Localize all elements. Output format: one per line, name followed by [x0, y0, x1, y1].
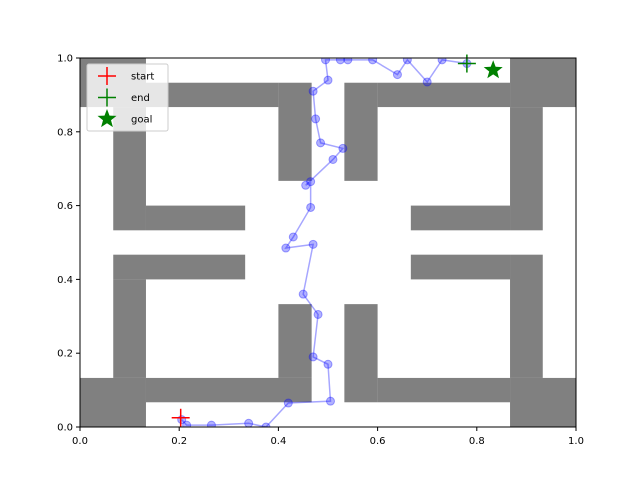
goal-marker — [483, 60, 503, 79]
wall-segment — [344, 304, 378, 403]
legend-goal-label: goal — [131, 115, 152, 126]
path-point — [343, 58, 353, 65]
path-point — [422, 77, 432, 87]
path-point — [368, 58, 378, 65]
legend-start-label: start — [131, 72, 154, 83]
y-tick-label: 0.4 — [57, 275, 73, 286]
path-point — [261, 422, 271, 427]
path-point — [244, 418, 254, 427]
x-tick-label: 0.8 — [469, 436, 485, 447]
path-point — [328, 154, 338, 164]
path-point — [313, 309, 323, 319]
wall-segment — [145, 377, 312, 403]
path-point — [308, 352, 318, 362]
path-point — [437, 58, 447, 65]
path-point — [323, 359, 333, 369]
path-point — [308, 86, 318, 96]
path-point — [301, 180, 311, 190]
path-point — [325, 396, 335, 406]
path-point — [338, 143, 348, 153]
x-tick-label: 0.6 — [370, 436, 386, 447]
path-point — [335, 58, 345, 65]
path-point — [392, 70, 402, 80]
start-marker — [171, 408, 190, 427]
wall-segment — [377, 82, 511, 108]
y-tick-label: 0.6 — [57, 201, 73, 212]
path-point — [306, 177, 316, 187]
wall-segment — [510, 58, 576, 108]
path-point — [316, 138, 326, 148]
wall-segment — [410, 205, 511, 231]
path-point — [281, 243, 291, 253]
legend-start-symbol — [98, 67, 116, 85]
x-tick-label: 0.2 — [171, 436, 187, 447]
wall-segment — [410, 254, 511, 280]
wall-segment — [344, 82, 378, 181]
wall-segment — [278, 304, 312, 378]
path-point — [321, 58, 331, 65]
path-point — [206, 420, 216, 427]
x-axis-ticks: 0.0 0.2 0.4 0.6 0.8 1.0 — [72, 427, 584, 447]
path-point — [298, 289, 308, 299]
wall-segment — [113, 279, 146, 378]
path-point — [182, 420, 192, 427]
legend-goal-symbol — [97, 109, 117, 128]
path-point — [283, 398, 293, 408]
path-point — [306, 202, 316, 212]
y-tick-label: 1.0 — [57, 54, 73, 65]
wall-segment — [113, 254, 246, 280]
legend-end-symbol — [98, 88, 116, 107]
path-point — [323, 75, 333, 85]
y-tick-label: 0.0 — [57, 423, 73, 434]
path-point — [311, 114, 321, 124]
trajectory — [177, 58, 472, 427]
wall-segment — [145, 205, 246, 231]
legend-items: start end goal — [97, 67, 154, 128]
legend-end-label: end — [131, 93, 150, 104]
path-line — [181, 58, 467, 427]
x-tick-label: 0.0 — [72, 436, 88, 447]
wall-segment — [377, 377, 511, 403]
path-point — [308, 239, 318, 249]
y-tick-label: 0.2 — [57, 349, 73, 360]
path-point — [402, 58, 412, 65]
wall-segment — [80, 377, 146, 427]
y-tick-label: 0.8 — [57, 127, 73, 138]
markers — [171, 54, 503, 427]
axes-frame — [79, 57, 577, 428]
y-axis-ticks: 0.0 0.2 0.4 0.6 0.8 1.0 — [57, 54, 80, 434]
path-point — [288, 232, 298, 242]
wall-segment — [510, 377, 576, 427]
x-tick-label: 1.0 — [568, 436, 584, 447]
wall-segment — [510, 107, 543, 231]
legend: start end goal — [86, 63, 169, 132]
x-tick-label: 0.4 — [270, 436, 286, 447]
wall-segment — [278, 82, 312, 181]
wall-segment — [510, 254, 543, 378]
